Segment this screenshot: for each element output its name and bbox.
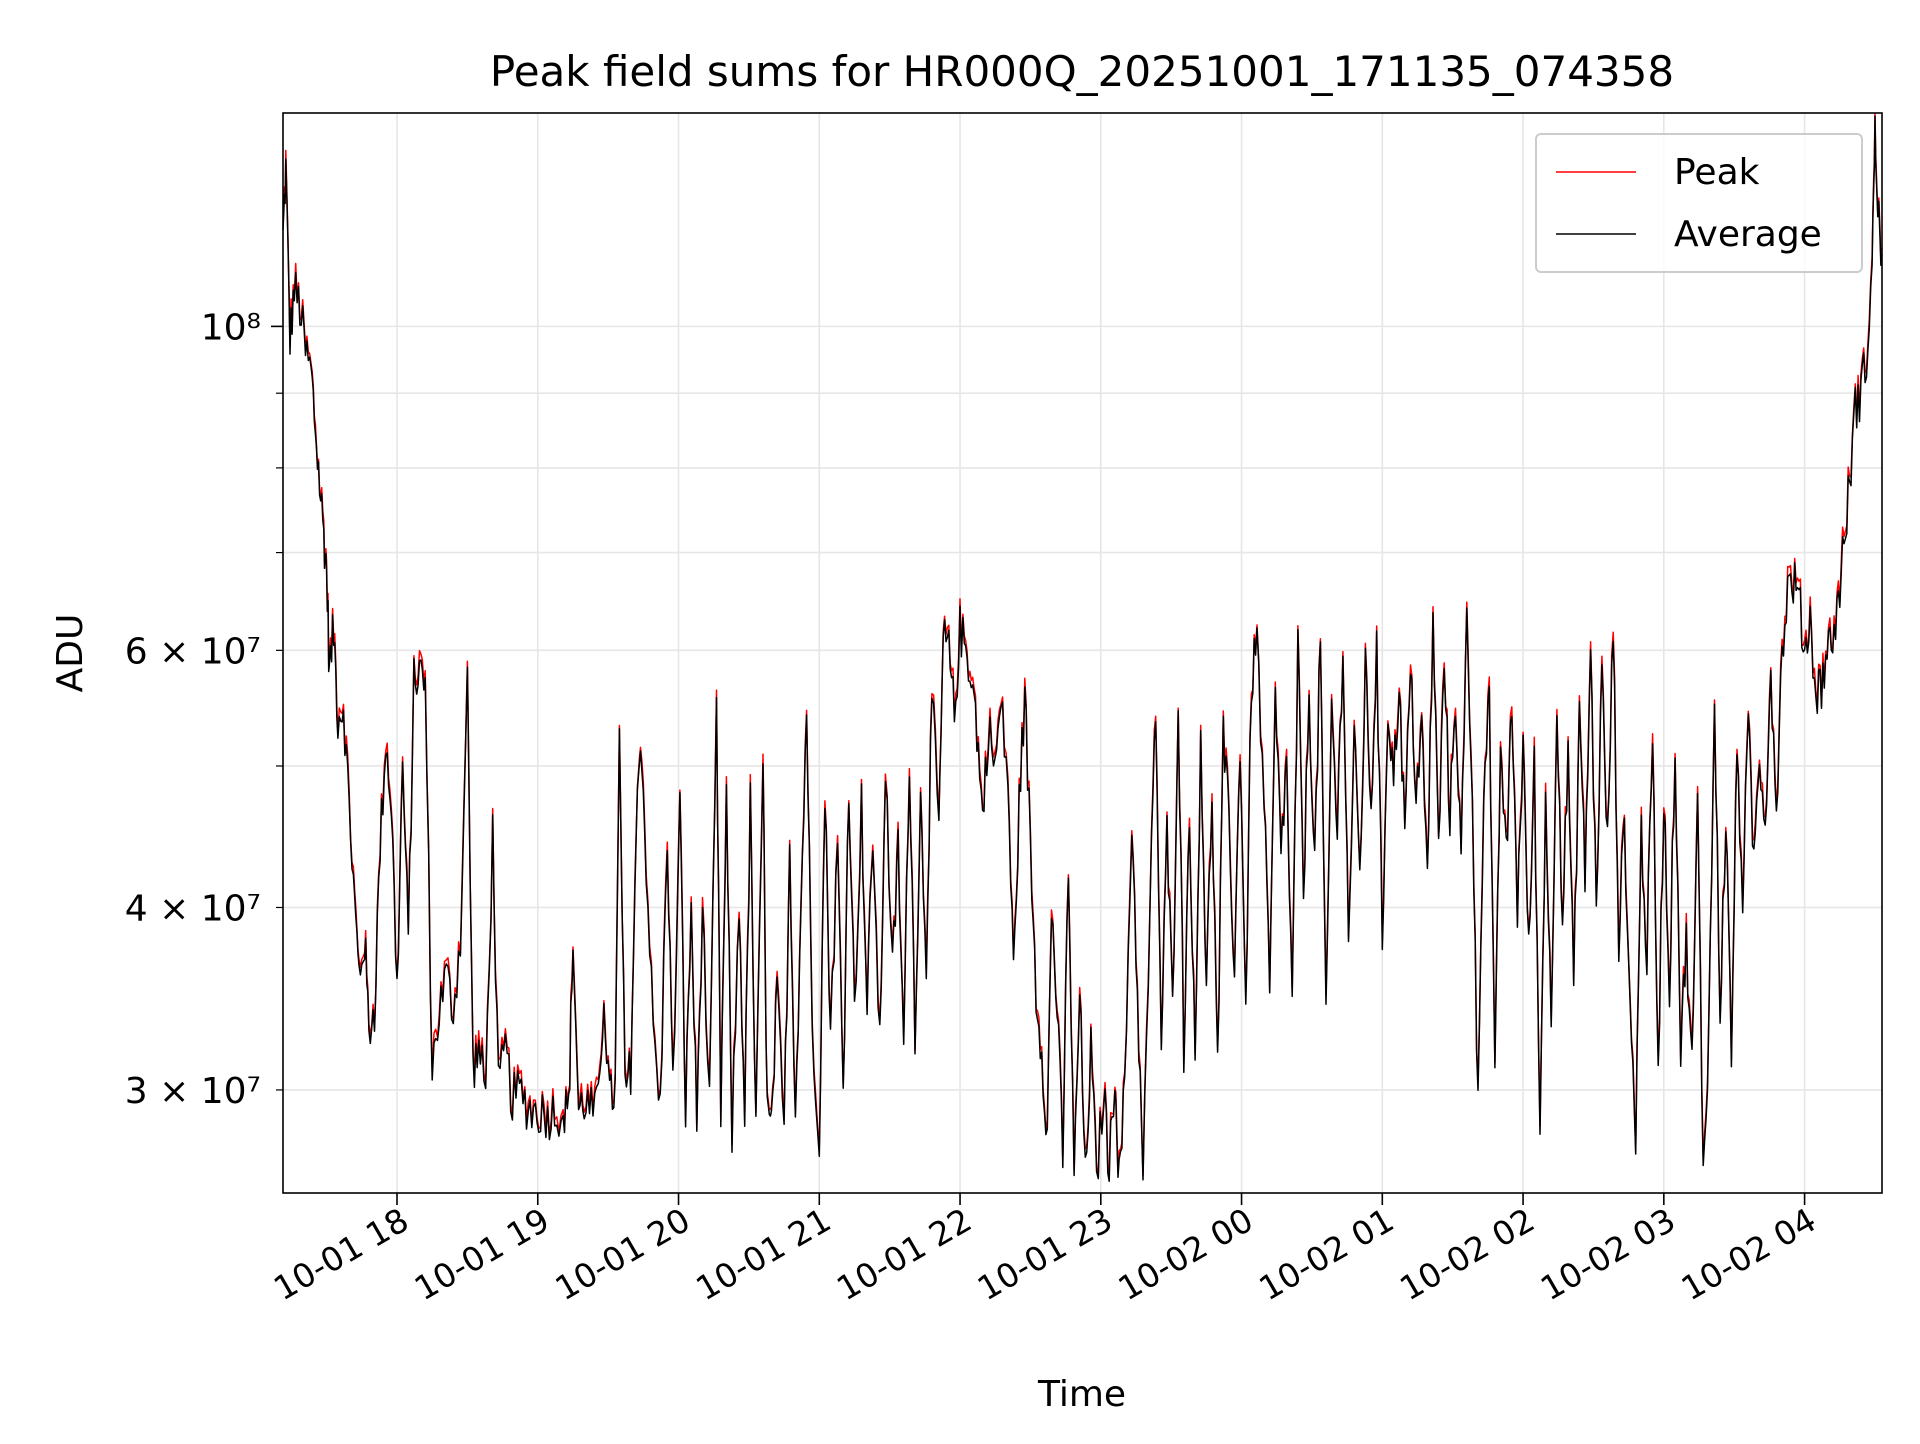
y-minor-tick-label-1: 4 × 10⁷ <box>125 888 261 929</box>
series-line-average <box>282 115 1883 1182</box>
y-axis-label: ADU <box>50 614 91 693</box>
legend-box <box>1535 133 1863 273</box>
legend: Peak Average <box>1535 133 1863 273</box>
series-layer <box>282 112 1883 1182</box>
plot-area <box>283 113 1882 1193</box>
plot-frame <box>282 112 1883 1194</box>
x-axis-label: Time <box>1037 1374 1126 1415</box>
legend-label-peak: Peak <box>1674 152 1760 193</box>
y-major-tick-label-0: 10⁸ <box>201 307 261 348</box>
legend-label-average: Average <box>1674 214 1822 255</box>
grid <box>283 113 1882 1193</box>
chart-title: Peak field sums for HR000Q_20251001_1711… <box>490 47 1674 96</box>
y-minor-tick-label-0: 3 × 10⁷ <box>125 1071 261 1112</box>
y-minor-tick-label-3: 6 × 10⁷ <box>125 631 261 672</box>
